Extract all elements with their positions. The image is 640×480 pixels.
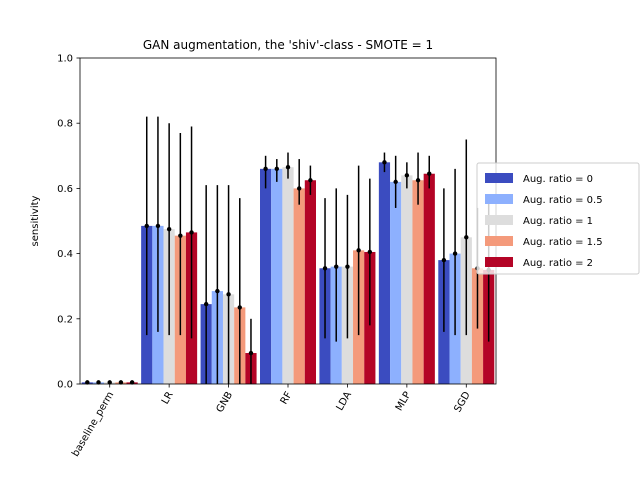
mean-marker [129, 380, 135, 385]
mean-marker [297, 186, 302, 191]
legend-entry-label: Aug. ratio = 1.5 [523, 237, 603, 248]
legend-box [476, 162, 640, 275]
legend-entry-label: Aug. ratio = 1 [523, 216, 593, 227]
mean-marker [155, 223, 161, 229]
mean-marker [356, 248, 361, 253]
y-tick-label: 0.0 [57, 380, 73, 391]
y-axis-title: sensitivity [30, 195, 41, 246]
mean-marker [189, 230, 194, 235]
mean-marker [118, 380, 124, 385]
mean-marker [274, 166, 279, 172]
mean-marker [334, 264, 339, 269]
mean-marker [107, 380, 112, 385]
legend-swatch [485, 173, 513, 183]
mean-marker [382, 160, 387, 165]
mean-marker [415, 178, 421, 183]
bar [423, 173, 435, 384]
mean-marker [237, 305, 242, 310]
mean-marker [367, 249, 373, 255]
legend-entry-label: Aug. ratio = 0.5 [523, 195, 603, 206]
mean-marker [322, 266, 328, 271]
mean-marker [215, 288, 220, 294]
legend-swatch [485, 257, 513, 267]
y-tick-label: 1.0 [57, 54, 73, 65]
bar [304, 180, 316, 384]
y-tick-label: 0.6 [57, 184, 73, 195]
legend-swatch [485, 215, 513, 225]
mean-marker [96, 380, 101, 385]
mean-marker [263, 166, 268, 172]
mean-marker [226, 292, 231, 297]
x-tick-label: LR [160, 390, 176, 406]
mean-marker [178, 233, 183, 238]
mean-marker [85, 380, 90, 385]
mean-marker [144, 223, 149, 229]
bar [378, 162, 391, 384]
mean-marker [393, 179, 398, 185]
mean-marker [166, 226, 172, 232]
mean-marker [404, 173, 410, 178]
mean-marker [345, 264, 350, 269]
mean-marker [464, 235, 469, 240]
mean-marker [441, 257, 447, 263]
legend: Aug. ratio = 0 Aug. ratio = 0.5 Aug. ratio… [476, 162, 640, 275]
mean-marker [308, 178, 313, 183]
bar [412, 180, 424, 384]
legend-swatch [485, 236, 513, 246]
mean-marker [203, 301, 209, 307]
chart-title: GAN augmentation, the 'shiv'-class - SMO… [143, 38, 433, 52]
mean-marker [452, 251, 458, 256]
legend-entry-label: Aug. ratio = 0 [523, 174, 593, 185]
y-tick-label: 0.8 [57, 119, 73, 130]
legend-entry-label: Aug. ratio = 2 [523, 258, 593, 269]
legend-swatch [485, 194, 513, 204]
mean-marker [285, 165, 291, 170]
mean-marker [248, 350, 254, 356]
bar [401, 175, 413, 384]
bar [282, 167, 294, 384]
bar [260, 168, 272, 384]
bar [390, 181, 402, 384]
y-tick-label: 0.4 [57, 249, 73, 260]
y-tick-label: 0.2 [57, 314, 73, 325]
mean-marker [427, 171, 432, 176]
bar [271, 168, 283, 384]
bar [293, 188, 305, 384]
